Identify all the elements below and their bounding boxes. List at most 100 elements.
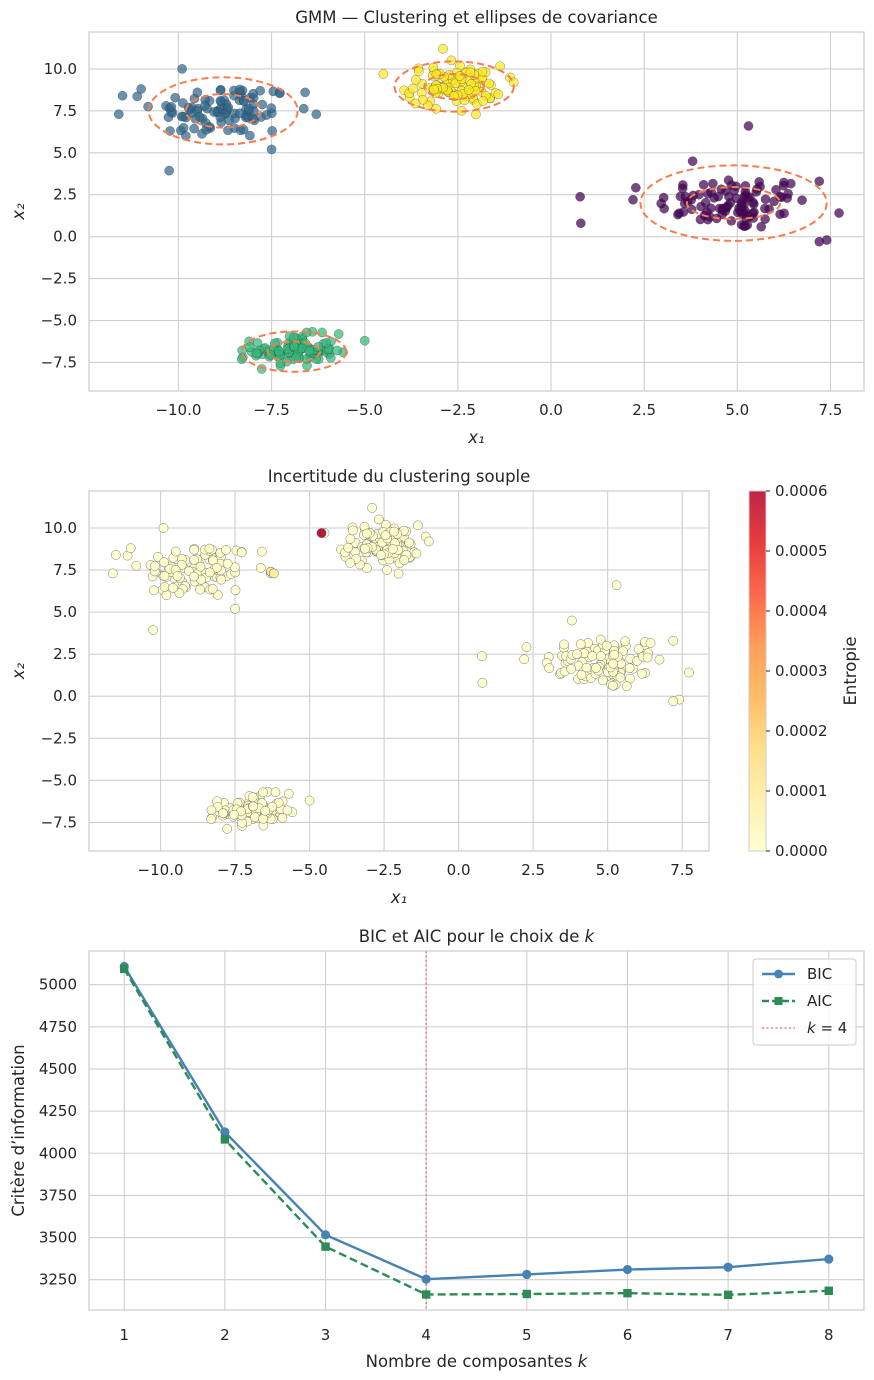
p1-point-cluster-1 bbox=[164, 165, 175, 176]
p2-point bbox=[601, 640, 612, 651]
p2-y-tick-label: −7.5 bbox=[41, 813, 77, 831]
p2-point bbox=[204, 543, 215, 554]
legend-label-k4: k = 4 bbox=[807, 1019, 847, 1037]
p3-axes-frame bbox=[88, 950, 865, 1311]
p3-y-axis-label: Critère d’information bbox=[9, 1044, 28, 1216]
p1-point-cluster-0 bbox=[775, 209, 785, 220]
colorbar-tick-label: 0.0001 bbox=[775, 782, 828, 800]
p2-point bbox=[211, 562, 222, 573]
p1-point-cluster-1 bbox=[243, 103, 254, 114]
p2-x-axis-label: x₁ bbox=[390, 888, 407, 907]
p1-point-cluster-1 bbox=[177, 64, 187, 74]
p1-point-cluster-2 bbox=[304, 346, 315, 356]
p2-point bbox=[174, 588, 185, 599]
p3-xlabel-var: k bbox=[578, 1352, 589, 1371]
p1-point-cluster-0 bbox=[754, 176, 765, 187]
p1-point-cluster-0 bbox=[575, 191, 585, 202]
p2-point bbox=[216, 574, 227, 585]
point-aic bbox=[522, 1289, 532, 1299]
p2-point bbox=[413, 520, 423, 531]
p1-y-tick-label: 0.0 bbox=[53, 228, 77, 246]
panel-uncertainty: −10.0 −7.5 −5.0 −2.5 0.0 2.5 5.0 7.5 −7.5 −5.0 −2… bbox=[9, 467, 860, 907]
p1-point-cluster-0 bbox=[743, 121, 754, 131]
p1-point-cluster-0 bbox=[659, 203, 670, 214]
p2-point bbox=[247, 792, 258, 803]
p1-point-cluster-0 bbox=[739, 221, 749, 231]
p1-ellipse-outer-1 bbox=[147, 76, 299, 146]
p3-x-tick-label: 8 bbox=[824, 1326, 834, 1344]
p2-point bbox=[595, 634, 606, 645]
p3-x-tick-label: 4 bbox=[421, 1326, 431, 1344]
p1-point-cluster-1 bbox=[113, 109, 124, 120]
p2-point bbox=[668, 635, 679, 646]
p2-point bbox=[248, 801, 259, 812]
legend-label-aic: AIC bbox=[807, 992, 832, 1010]
point-aic bbox=[321, 1242, 330, 1251]
p1-point-cluster-0 bbox=[724, 191, 734, 202]
p2-point bbox=[608, 658, 619, 669]
p1-point-cluster-1 bbox=[300, 87, 310, 98]
colorbar-tick-label: 0.0000 bbox=[775, 842, 828, 860]
p1-point-cluster-0 bbox=[771, 184, 781, 195]
p1-point-cluster-0 bbox=[696, 201, 706, 212]
p3-y-tick-label: 5000 bbox=[39, 976, 77, 994]
panel-bic-aic: 1 2 3 4 5 6 7 8 3250 3500 3750 4000 4250 4500 4750 500… bbox=[9, 927, 865, 1371]
p1-ellipse-outer-2 bbox=[240, 330, 348, 373]
p1-y-tick-labels: −7.5 −5.0 −2.5 0.0 2.5 5.0 7.5 10.0 bbox=[41, 60, 77, 372]
p2-point bbox=[158, 523, 169, 533]
colorbar-tick-label: 0.0002 bbox=[775, 722, 828, 740]
p1-point-cluster-2 bbox=[321, 338, 331, 348]
p1-point-cluster-1 bbox=[178, 98, 188, 108]
p3-x-tick-label: 5 bbox=[522, 1326, 532, 1344]
p1-x-axis-label: x₁ bbox=[467, 428, 484, 447]
p2-point bbox=[609, 649, 620, 660]
p1-point-cluster-3 bbox=[431, 103, 442, 114]
p2-y-tick-label: −2.5 bbox=[41, 729, 77, 747]
p2-point bbox=[645, 638, 656, 648]
p3-y-tick-label: 4000 bbox=[39, 1144, 77, 1162]
p1-point-cluster-0 bbox=[814, 236, 825, 247]
p1-point-cluster-3 bbox=[378, 69, 389, 79]
panel-gmm-clustering: −10.0 −7.5 −5.0 −2.5 0.0 2.5 5.0 7.5 −7.5 −5.0 −2… bbox=[9, 8, 865, 447]
p2-point bbox=[270, 787, 281, 798]
p3-x-tick-label: 2 bbox=[220, 1326, 230, 1344]
p2-point bbox=[559, 639, 569, 650]
p2-point bbox=[373, 514, 384, 525]
p1-scatter-points bbox=[113, 43, 844, 374]
p1-point-cluster-0 bbox=[785, 178, 796, 189]
p1-point-cluster-0 bbox=[678, 207, 689, 217]
p1-point-cluster-3 bbox=[408, 83, 418, 94]
p2-title: Incertitude du clustering souple bbox=[268, 467, 531, 486]
p2-scatter-points bbox=[107, 502, 694, 834]
p1-point-cluster-1 bbox=[255, 85, 266, 96]
p1-y-tick-label: 7.5 bbox=[53, 102, 77, 120]
p1-point-cluster-2 bbox=[333, 329, 344, 339]
p2-point bbox=[404, 537, 414, 548]
p1-point-cluster-1 bbox=[224, 115, 235, 126]
p1-point-cluster-2 bbox=[325, 353, 336, 363]
p2-y-tick-labels: −7.5 −5.0 −2.5 0.0 2.5 5.0 7.5 10.0 bbox=[41, 519, 77, 831]
p1-ellipse-inner-2 bbox=[266, 340, 322, 363]
p1-point-cluster-3 bbox=[465, 67, 476, 78]
p1-point-cluster-1 bbox=[266, 144, 277, 155]
p1-point-cluster-0 bbox=[740, 190, 751, 200]
p2-point bbox=[189, 544, 200, 555]
p1-point-cluster-1 bbox=[197, 129, 207, 139]
p2-point bbox=[575, 639, 586, 650]
p3-title-var: k bbox=[585, 927, 596, 946]
p1-point-cluster-0 bbox=[797, 195, 807, 206]
point-aic bbox=[723, 1290, 733, 1300]
p3-title-text: BIC et AIC pour le choix de bbox=[359, 927, 585, 946]
p1-point-cluster-0 bbox=[814, 176, 825, 187]
p1-point-cluster-0 bbox=[687, 156, 698, 167]
p1-y-tick-label: 5.0 bbox=[53, 144, 77, 162]
p2-point bbox=[206, 814, 217, 824]
p2-point bbox=[477, 651, 487, 662]
p3-x-tick-label: 1 bbox=[119, 1326, 129, 1344]
p2-point bbox=[204, 567, 215, 578]
legend: BIC AIC k = 4 bbox=[752, 958, 857, 1046]
p2-point bbox=[684, 667, 694, 678]
p2-x-tick-labels: −10.0 −7.5 −5.0 −2.5 0.0 2.5 5.0 7.5 bbox=[138, 861, 695, 879]
legend-label-bic: BIC bbox=[807, 965, 832, 983]
p2-x-tick-label: 7.5 bbox=[670, 861, 694, 879]
